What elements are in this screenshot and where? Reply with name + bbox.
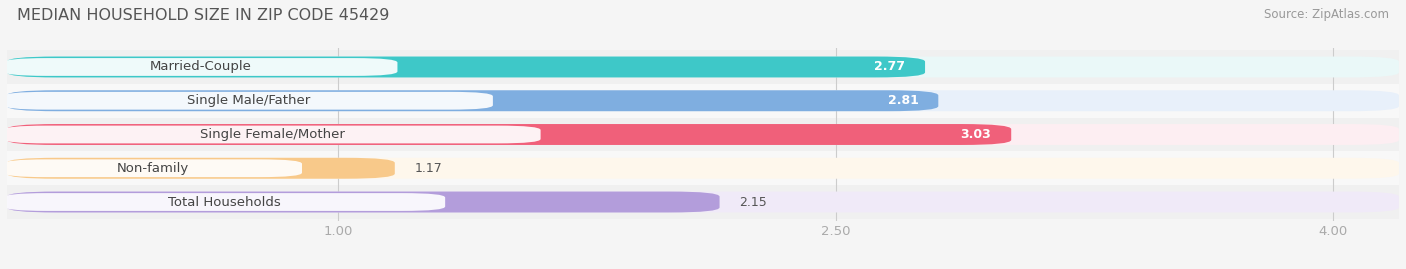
Text: Total Households: Total Households [169, 196, 281, 208]
FancyBboxPatch shape [7, 158, 1399, 179]
FancyBboxPatch shape [7, 192, 1399, 213]
Text: 2.77: 2.77 [875, 61, 905, 73]
FancyBboxPatch shape [7, 124, 1399, 145]
FancyBboxPatch shape [7, 50, 1399, 84]
FancyBboxPatch shape [4, 126, 540, 143]
FancyBboxPatch shape [7, 185, 1399, 219]
Text: Single Male/Father: Single Male/Father [187, 94, 309, 107]
FancyBboxPatch shape [4, 92, 494, 110]
Text: Married-Couple: Married-Couple [149, 61, 252, 73]
FancyBboxPatch shape [7, 192, 720, 213]
Text: 1.17: 1.17 [415, 162, 443, 175]
FancyBboxPatch shape [4, 159, 302, 177]
FancyBboxPatch shape [7, 56, 1399, 77]
FancyBboxPatch shape [7, 118, 1399, 151]
Text: Non-family: Non-family [117, 162, 188, 175]
FancyBboxPatch shape [7, 124, 1011, 145]
Text: Single Female/Mother: Single Female/Mother [200, 128, 344, 141]
FancyBboxPatch shape [7, 151, 1399, 185]
FancyBboxPatch shape [7, 90, 938, 111]
Text: 2.81: 2.81 [887, 94, 918, 107]
Text: 3.03: 3.03 [960, 128, 991, 141]
FancyBboxPatch shape [7, 84, 1399, 118]
Text: MEDIAN HOUSEHOLD SIZE IN ZIP CODE 45429: MEDIAN HOUSEHOLD SIZE IN ZIP CODE 45429 [17, 8, 389, 23]
FancyBboxPatch shape [7, 56, 925, 77]
FancyBboxPatch shape [7, 158, 395, 179]
Text: Source: ZipAtlas.com: Source: ZipAtlas.com [1264, 8, 1389, 21]
FancyBboxPatch shape [7, 90, 1399, 111]
FancyBboxPatch shape [4, 193, 446, 211]
Text: 2.15: 2.15 [740, 196, 768, 208]
FancyBboxPatch shape [4, 58, 398, 76]
